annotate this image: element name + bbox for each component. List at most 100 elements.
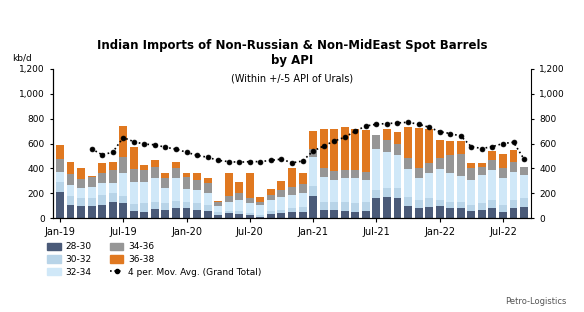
- Bar: [88, 206, 96, 218]
- Bar: [288, 208, 296, 212]
- Bar: [415, 178, 423, 200]
- Bar: [204, 183, 211, 193]
- Bar: [309, 186, 317, 196]
- Bar: [56, 159, 64, 172]
- Bar: [352, 129, 359, 170]
- Bar: [67, 162, 74, 174]
- Bar: [478, 167, 486, 175]
- Bar: [277, 197, 286, 210]
- Text: kb/d: kb/d: [12, 54, 32, 63]
- Bar: [373, 135, 380, 149]
- Bar: [225, 211, 232, 213]
- Bar: [235, 182, 243, 193]
- Bar: [383, 152, 391, 188]
- Bar: [288, 187, 296, 195]
- Bar: [478, 175, 486, 203]
- Bar: [467, 180, 475, 205]
- Bar: [394, 198, 401, 218]
- Bar: [246, 173, 254, 198]
- Bar: [161, 203, 169, 210]
- Bar: [98, 205, 106, 218]
- Bar: [404, 169, 412, 197]
- Bar: [77, 179, 85, 188]
- Bar: [56, 172, 64, 182]
- Bar: [319, 202, 328, 210]
- Bar: [436, 169, 444, 200]
- Bar: [214, 206, 222, 212]
- Bar: [151, 167, 159, 178]
- Bar: [77, 206, 85, 218]
- Bar: [499, 168, 507, 178]
- Bar: [204, 178, 211, 183]
- Bar: [151, 178, 159, 202]
- Bar: [88, 198, 96, 206]
- Bar: [161, 173, 169, 178]
- Bar: [88, 176, 96, 177]
- Bar: [235, 200, 243, 211]
- Bar: [172, 201, 180, 208]
- Bar: [425, 173, 433, 198]
- Bar: [319, 129, 328, 168]
- Bar: [267, 195, 275, 200]
- Bar: [140, 182, 148, 203]
- Bar: [161, 178, 169, 188]
- Bar: [67, 205, 74, 218]
- Bar: [298, 212, 307, 218]
- Bar: [373, 190, 380, 198]
- Bar: [267, 211, 275, 214]
- Bar: [510, 150, 517, 162]
- Bar: [88, 187, 96, 198]
- Bar: [457, 176, 465, 202]
- Bar: [109, 183, 117, 193]
- Bar: [341, 127, 349, 170]
- Bar: [119, 157, 127, 173]
- Bar: [309, 196, 317, 218]
- Bar: [277, 213, 286, 218]
- Bar: [510, 208, 517, 218]
- Bar: [520, 198, 528, 207]
- Bar: [193, 203, 201, 210]
- Bar: [510, 200, 517, 208]
- Bar: [56, 182, 64, 192]
- Bar: [256, 197, 265, 202]
- Bar: [225, 213, 232, 218]
- Bar: [130, 204, 138, 211]
- Bar: [425, 163, 433, 173]
- Bar: [362, 211, 370, 218]
- Bar: [478, 210, 486, 218]
- Bar: [499, 205, 507, 212]
- Bar: [488, 151, 496, 160]
- Bar: [172, 178, 180, 201]
- Bar: [183, 208, 190, 218]
- Bar: [330, 180, 338, 202]
- Bar: [288, 212, 296, 218]
- Bar: [298, 184, 307, 193]
- Bar: [404, 197, 412, 206]
- Bar: [193, 173, 201, 180]
- Bar: [341, 178, 349, 202]
- Bar: [488, 160, 496, 170]
- Bar: [183, 202, 190, 208]
- Bar: [373, 198, 380, 218]
- Bar: [214, 215, 222, 218]
- Bar: [204, 205, 211, 211]
- Bar: [77, 188, 85, 198]
- Text: (Within +/-5 API of Urals): (Within +/-5 API of Urals): [231, 73, 353, 83]
- Bar: [520, 175, 528, 198]
- Bar: [267, 189, 275, 195]
- Bar: [256, 215, 265, 217]
- Bar: [352, 212, 359, 218]
- Bar: [446, 173, 454, 202]
- Bar: [214, 202, 222, 206]
- Bar: [235, 211, 243, 214]
- Bar: [151, 160, 159, 167]
- Bar: [394, 144, 401, 155]
- Bar: [478, 203, 486, 210]
- Bar: [277, 190, 286, 197]
- Bar: [246, 213, 254, 215]
- Bar: [172, 162, 180, 168]
- Bar: [151, 202, 159, 209]
- Bar: [436, 200, 444, 206]
- Bar: [446, 141, 454, 155]
- Bar: [425, 129, 433, 163]
